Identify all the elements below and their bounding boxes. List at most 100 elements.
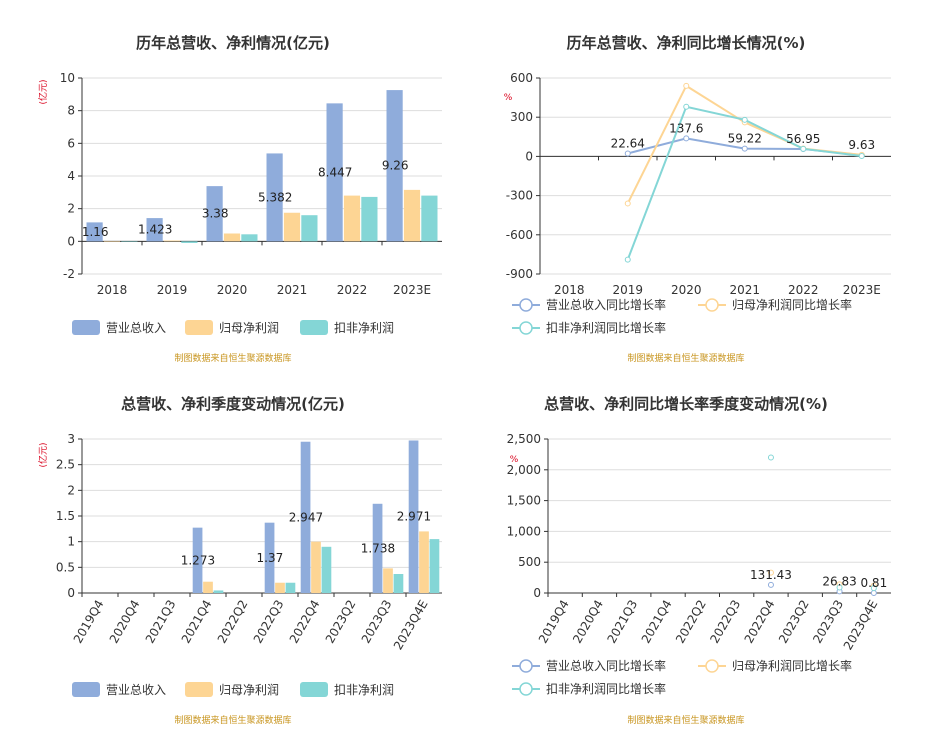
x-tick-label: 2021 <box>277 283 308 297</box>
legend-marker <box>519 321 533 335</box>
bar-2-2022 <box>343 195 361 242</box>
legend-swatch <box>300 682 328 697</box>
x-tick-label: 2023Q3 <box>810 598 846 646</box>
legend-swatch <box>72 682 100 697</box>
data-point-3 <box>767 454 774 461</box>
legend-marker <box>519 659 533 673</box>
data-point-1 <box>870 589 877 596</box>
source-note: 制图数据来自恒生聚源数据库 <box>627 352 744 364</box>
bar-3-2022Q3 <box>285 582 296 593</box>
data-point-3 <box>624 256 631 263</box>
x-tick-label: 2022Q2 <box>215 598 251 646</box>
chart-panel-4: 总营收、净利同比增长率季度变动情况(%)% 0 500 1,000 1,500 2,000… <box>507 395 891 726</box>
x-tick-label: 2022Q3 <box>251 598 287 646</box>
bar-1-2022Q3 <box>264 522 275 593</box>
legend-label: 归母净利润同比增长率 <box>732 297 852 312</box>
x-tick-label: 2022 <box>788 283 819 297</box>
legend-label: 扣非净利润 <box>334 321 394 335</box>
data-point-3 <box>800 145 807 152</box>
legend-label: 营业总收入同比增长率 <box>546 297 666 312</box>
data-point-2 <box>683 82 690 89</box>
y-tick-label: 1,500 <box>507 494 541 508</box>
bar-3-2021 <box>301 215 318 242</box>
bar-1-2023Q4E <box>408 440 419 593</box>
y-tick-label: -2 <box>63 267 75 281</box>
data-label: 8.447 <box>318 165 352 179</box>
bar-3-2023Q3 <box>393 574 404 593</box>
legend-label: 扣非净利润同比增长率 <box>546 320 666 335</box>
x-tick-label: 2020 <box>217 283 248 297</box>
chart-title: 历年总营收、净利同比增长情况(%) <box>567 34 806 52</box>
x-tick-label: 2021 <box>729 283 760 297</box>
x-tick-label: 2022 <box>337 283 368 297</box>
source-note: 制图数据来自恒生聚源数据库 <box>174 714 291 726</box>
y-axis-unit: % <box>504 93 513 103</box>
x-tick-label: 2021Q3 <box>604 598 640 646</box>
y-tick-label: 1 <box>67 535 75 549</box>
y-tick-label: 2,500 <box>507 432 541 446</box>
bar-3-2023Q4E <box>429 539 440 593</box>
x-tick-label: 2023Q2 <box>323 598 359 646</box>
bar-3-2020 <box>241 234 258 242</box>
data-point-2 <box>624 200 631 207</box>
y-tick-label: 0 <box>533 586 541 600</box>
data-label: 1.37 <box>257 551 284 565</box>
x-tick-label: 2022Q4 <box>287 598 323 646</box>
x-tick-label: 2020Q4 <box>107 598 143 646</box>
bar-3-2022 <box>361 196 378 242</box>
data-label: 3.38 <box>202 207 229 221</box>
x-tick-label: 2022Q2 <box>673 598 709 646</box>
chart-title: 总营收、净利季度变动情况(亿元) <box>121 395 345 413</box>
data-label: 131.43 <box>750 568 792 582</box>
bar-1-2021Q4 <box>192 527 203 593</box>
y-tick-label: 300 <box>510 110 533 124</box>
x-tick-label: 2019Q4 <box>536 598 572 646</box>
bar-1-2023Q3 <box>372 503 383 593</box>
bar-2-2021Q4 <box>203 581 213 593</box>
x-tick-label: 2020Q4 <box>570 598 606 646</box>
legend-swatch <box>185 682 213 697</box>
bar-3-2019 <box>181 241 198 243</box>
bar-3-2022Q4 <box>321 546 332 593</box>
bar-1-2023E <box>386 90 403 242</box>
data-label: 9.26 <box>382 159 409 173</box>
data-point-3 <box>870 585 877 592</box>
legend-label: 归母净利润 <box>219 683 279 697</box>
source-note: 制图数据来自恒生聚源数据库 <box>174 352 291 364</box>
x-tick-label: 2021Q4 <box>179 598 215 646</box>
bar-3-2018 <box>121 241 138 242</box>
bar-2-2023E <box>403 189 421 242</box>
data-label: 1.423 <box>138 223 172 237</box>
legend-label: 营业总收入 <box>106 683 166 697</box>
bar-2-2021 <box>283 212 301 242</box>
chart-title: 总营收、净利同比增长率季度变动情况(%) <box>544 395 828 413</box>
data-label: 59.22 <box>728 132 762 146</box>
data-label: 1.738 <box>361 541 395 555</box>
bar-1-2020 <box>206 186 223 242</box>
legend-marker <box>705 659 719 673</box>
x-tick-label: 2023E <box>393 283 431 297</box>
data-label: 22.64 <box>611 136 645 150</box>
bar-2-2023Q4E <box>419 531 429 593</box>
bar-2-2018 <box>103 241 121 242</box>
x-tick-label: 2021Q4 <box>639 598 675 646</box>
y-tick-label: -300 <box>506 189 533 203</box>
bar-1-2022 <box>326 103 343 242</box>
source-note: 制图数据来自恒生聚源数据库 <box>627 714 744 726</box>
bar-3-2021Q4 <box>213 590 224 593</box>
x-tick-label: 2023Q4E <box>391 598 431 653</box>
bar-2-2019 <box>163 240 181 242</box>
series-line-3 <box>626 105 862 260</box>
y-tick-label: 10 <box>60 71 75 85</box>
data-label: 0.81 <box>860 576 887 590</box>
x-tick-label: 2018 <box>97 283 128 297</box>
y-tick-label: 0 <box>525 149 533 163</box>
data-label: 1.16 <box>82 225 109 239</box>
bar-1-2018 <box>86 222 103 242</box>
legend-label: 归母净利润同比增长率 <box>732 658 852 673</box>
bar-2-2022Q4 <box>311 541 321 593</box>
y-tick-label: 4 <box>67 169 75 183</box>
legend-label: 归母净利润 <box>219 321 279 335</box>
x-tick-label: 2023Q2 <box>776 598 812 646</box>
